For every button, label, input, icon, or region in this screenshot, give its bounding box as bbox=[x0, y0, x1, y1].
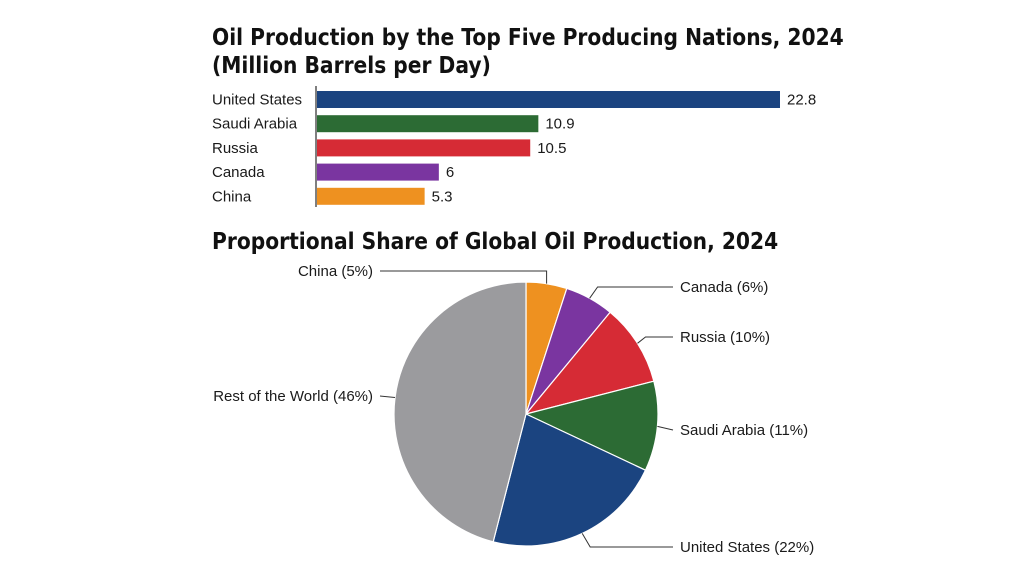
bar-value-label-united-states: 22.8 bbox=[787, 92, 816, 109]
bar-chart-subtitle: (Million Barrels per Day) bbox=[212, 53, 491, 79]
bar-canada bbox=[317, 163, 439, 181]
pie-leader-line-canada bbox=[589, 286, 673, 299]
bar-value-label-russia: 10.5 bbox=[537, 140, 566, 157]
bar-chart-title: Oil Production by the Top Five Producing… bbox=[212, 24, 844, 80]
bar-chart-title-line1: Oil Production by the Top Five Producing… bbox=[212, 25, 844, 51]
pie-label-china: China (5%) bbox=[298, 263, 373, 280]
bar-russia bbox=[317, 139, 531, 157]
pie-label-russia: Russia (10%) bbox=[680, 329, 770, 346]
pie-label-saudi-arabia: Saudi Arabia (11%) bbox=[680, 422, 808, 439]
pie-leader-line-saudi-arabia bbox=[657, 425, 674, 431]
pie-leader-line-united-states bbox=[581, 533, 673, 548]
pie-slice-rest-of-the-world bbox=[393, 281, 527, 543]
pie-label-rest-of-the-world: Rest of the World (46%) bbox=[213, 388, 373, 405]
pie-leader-line-rest-of-the-world bbox=[379, 395, 396, 398]
pie-slice-russia bbox=[524, 311, 655, 416]
bar-united-states bbox=[317, 91, 780, 108]
bar-value-label-china: 5.3 bbox=[432, 188, 453, 205]
pie-leader-line-russia bbox=[637, 336, 673, 344]
bar-category-label-russia: Russia bbox=[212, 140, 259, 157]
bar-chart: United States 22.8 Saudi Arabia 10.9 Russia 1… bbox=[212, 86, 816, 207]
bar-category-label-saudi-arabia: Saudi Arabia bbox=[212, 116, 298, 133]
pie-chart-title: Proportional Share of Global Oil Product… bbox=[212, 229, 779, 255]
pie-label-united-states: United States (22%) bbox=[680, 539, 814, 556]
bar-category-label-china: China bbox=[212, 188, 252, 205]
bar-value-label-canada: 6 bbox=[446, 164, 454, 181]
bar-category-label-canada: Canada bbox=[212, 164, 265, 181]
bar-saudi-arabia bbox=[317, 115, 539, 133]
bar-value-label-saudi-arabia: 10.9 bbox=[545, 116, 574, 133]
pie-label-canada: Canada (6%) bbox=[680, 279, 768, 296]
bar-category-label-united-states: United States bbox=[212, 92, 302, 109]
bar-china bbox=[317, 187, 425, 205]
pie-leader-line-china bbox=[380, 270, 548, 284]
pie-chart: China (5%) Canada (6%) Russia (10%) Saudi A… bbox=[213, 263, 814, 556]
